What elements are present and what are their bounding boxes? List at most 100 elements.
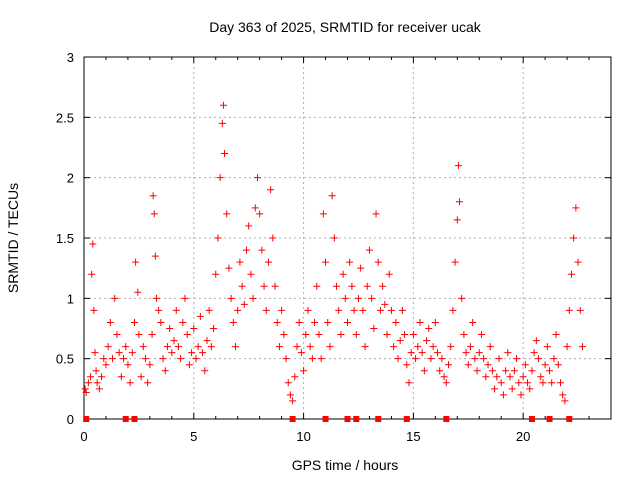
data-point — [374, 258, 382, 266]
data-point — [141, 355, 149, 363]
data-point — [524, 379, 532, 387]
data-point — [550, 355, 558, 363]
data-point — [491, 385, 499, 393]
data-point — [348, 282, 356, 290]
zero-markers — [83, 416, 573, 422]
plot-frame — [83, 56, 612, 420]
data-point — [302, 331, 310, 339]
data-point — [535, 355, 543, 363]
data-point — [117, 373, 125, 381]
data-point — [445, 361, 453, 369]
data-point — [447, 343, 455, 351]
data-point — [122, 343, 130, 351]
data-point — [372, 210, 380, 218]
data-point — [440, 373, 448, 381]
data-point — [403, 361, 411, 369]
data-point — [295, 318, 303, 326]
data-point — [352, 331, 360, 339]
data-point — [471, 355, 479, 363]
data-point — [201, 367, 209, 375]
data-point — [183, 331, 191, 339]
y-tick-label: 1.5 — [56, 231, 74, 246]
data-point — [484, 361, 492, 369]
zero-marker — [131, 416, 138, 422]
data-point — [168, 349, 176, 357]
data-point — [236, 258, 244, 266]
data-point — [207, 343, 215, 351]
data-point — [234, 306, 242, 314]
data-point — [328, 192, 336, 200]
data-point — [315, 331, 323, 339]
data-point — [148, 331, 156, 339]
data-point — [151, 252, 159, 260]
data-point — [387, 306, 395, 314]
zero-marker — [353, 416, 360, 422]
data-point — [300, 367, 308, 375]
data-point — [128, 349, 136, 357]
grid-lines — [84, 57, 611, 419]
data-point — [510, 367, 518, 375]
data-point — [275, 343, 283, 351]
data-point — [242, 246, 250, 254]
data-point — [519, 373, 527, 381]
data-point — [139, 343, 147, 351]
data-point — [212, 270, 220, 278]
data-point — [92, 367, 100, 375]
data-point — [350, 306, 358, 314]
data-point — [436, 367, 444, 375]
data-point — [273, 318, 281, 326]
data-point — [427, 355, 435, 363]
data-point — [429, 343, 437, 351]
data-point — [188, 349, 196, 357]
data-point — [449, 306, 457, 314]
data-point — [95, 385, 103, 393]
data-point — [513, 355, 521, 363]
data-point — [150, 210, 158, 218]
y-tick-label: 0 — [67, 412, 74, 427]
data-point — [81, 385, 89, 393]
data-point — [251, 204, 259, 212]
data-point — [344, 318, 351, 326]
data-point — [376, 306, 384, 314]
data-point — [196, 312, 204, 320]
data-point — [563, 343, 571, 351]
data-point — [546, 367, 554, 375]
data-point — [260, 282, 268, 290]
data-point — [416, 318, 424, 326]
data-point — [425, 325, 433, 332]
data-point — [221, 150, 229, 158]
data-point — [554, 361, 562, 369]
data-point — [219, 101, 227, 109]
data-point — [401, 331, 409, 339]
data-point — [284, 379, 292, 387]
data-point — [253, 174, 261, 182]
data-point — [174, 343, 182, 351]
data-point — [526, 385, 534, 393]
data-point — [249, 294, 257, 302]
chart-title: Day 363 of 2025, SRMTID for receiver uca… — [209, 19, 482, 35]
data-point — [552, 331, 560, 339]
data-point — [135, 331, 143, 339]
data-point — [361, 343, 369, 351]
y-tick-label: 2.5 — [56, 110, 74, 125]
data-point — [262, 306, 270, 314]
data-point — [89, 240, 97, 248]
data-point — [181, 294, 189, 302]
data-point — [304, 306, 312, 314]
data-point — [502, 367, 510, 375]
zero-marker — [344, 416, 351, 422]
data-point — [486, 343, 494, 351]
x-tick-label: 5 — [190, 429, 197, 444]
data-point — [308, 355, 316, 363]
data-point — [179, 318, 187, 326]
y-axis-label: SRMTID / TECUs — [5, 183, 21, 293]
data-point — [515, 379, 523, 387]
data-point — [194, 343, 202, 351]
data-point — [385, 270, 393, 278]
data-point — [423, 337, 431, 345]
data-point — [398, 306, 406, 314]
data-point — [293, 343, 301, 351]
data-point — [205, 306, 213, 314]
data-point — [227, 294, 235, 302]
data-point — [570, 234, 578, 242]
